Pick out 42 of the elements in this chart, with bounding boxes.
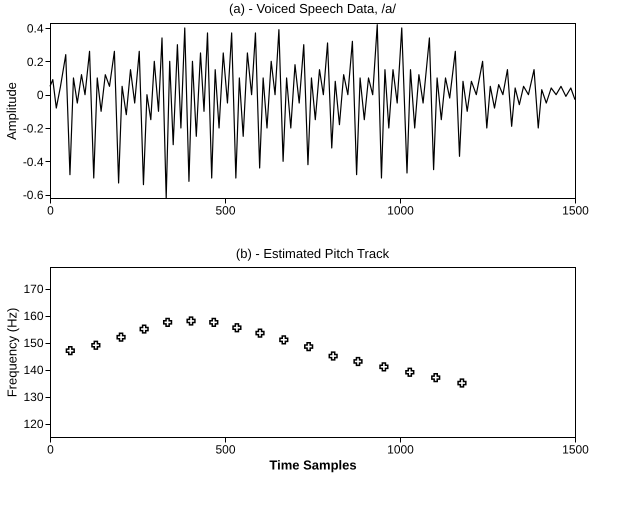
point bbox=[186, 316, 196, 326]
y-tick-label: 150 bbox=[23, 336, 44, 350]
chart-title: (b) - Estimated Pitch Track bbox=[236, 246, 390, 261]
x-tick-label: 1000 bbox=[387, 442, 414, 456]
point bbox=[91, 340, 100, 350]
y-axis-title: Frequency (Hz) bbox=[4, 308, 20, 398]
point bbox=[353, 356, 363, 366]
y-tick-label: -0.4 bbox=[22, 154, 44, 169]
y-tick-label: 0.4 bbox=[26, 22, 44, 36]
point bbox=[140, 324, 149, 334]
y-tick-label: 0 bbox=[36, 88, 44, 102]
y-tick-label: 160 bbox=[23, 309, 44, 324]
point bbox=[116, 332, 126, 342]
point bbox=[304, 342, 314, 352]
x-tick-label: 500 bbox=[215, 442, 236, 456]
y-tick-label: 130 bbox=[23, 390, 44, 404]
x-axis-title: Time Samples bbox=[269, 458, 357, 472]
point bbox=[209, 318, 218, 327]
x-tick-label: 1000 bbox=[387, 204, 414, 218]
point bbox=[232, 323, 242, 332]
point bbox=[162, 318, 172, 327]
point bbox=[279, 335, 288, 344]
x-tick-label: 0 bbox=[47, 204, 54, 218]
point bbox=[255, 328, 265, 338]
y-tick-label: 120 bbox=[23, 417, 44, 432]
point bbox=[405, 368, 414, 377]
point bbox=[66, 346, 75, 356]
x-tick-label: 500 bbox=[215, 204, 236, 218]
y-axis-title: Amplitude bbox=[4, 82, 19, 140]
y-tick-label: 170 bbox=[23, 282, 44, 296]
x-tick-label: 1500 bbox=[562, 442, 590, 456]
y-tick-label: 0.2 bbox=[26, 54, 44, 69]
point bbox=[457, 378, 467, 388]
point bbox=[431, 373, 440, 382]
y-tick-label: -0.2 bbox=[22, 122, 44, 136]
point bbox=[328, 351, 338, 361]
point bbox=[379, 362, 389, 372]
y-tick-label: 140 bbox=[23, 363, 44, 378]
x-tick-label: 1500 bbox=[562, 204, 590, 218]
x-tick-label: 0 bbox=[47, 442, 54, 456]
chart-title: (a) - Voiced Speech Data, /a/ bbox=[229, 1, 396, 16]
y-tick-label: -0.6 bbox=[22, 188, 44, 202]
